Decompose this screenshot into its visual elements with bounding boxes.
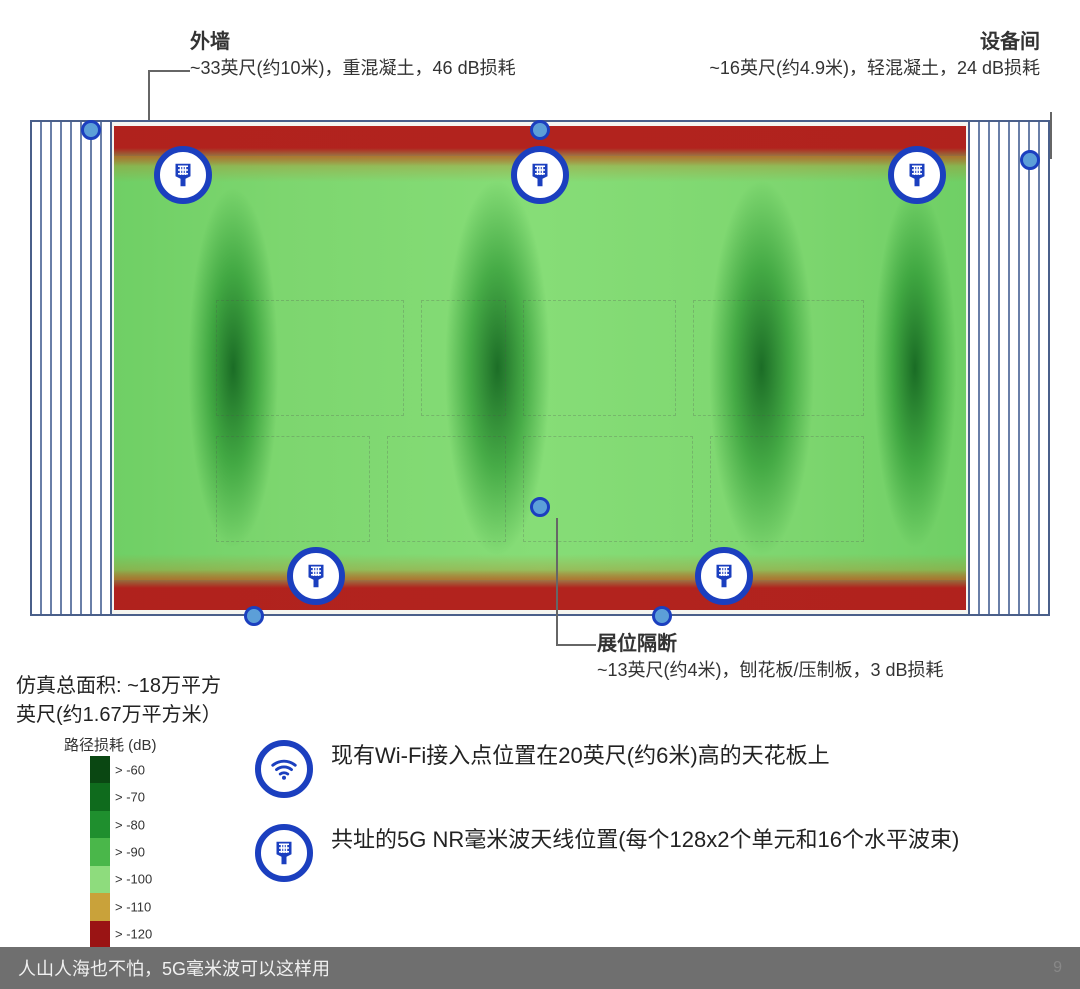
antenna-marker <box>695 547 753 605</box>
antenna-marker <box>888 146 946 204</box>
page-number: 9 <box>1053 959 1062 977</box>
wifi-dot-marker <box>1020 150 1040 170</box>
area-note-line1: 仿真总面积: ~18万平方 <box>16 672 222 701</box>
wifi-dot-marker <box>530 120 550 140</box>
wifi-dot-marker <box>81 120 101 140</box>
annotation-equipment-room-title: 设备间 <box>709 28 1040 56</box>
legend-swatch <box>90 838 110 865</box>
leader-booth-h <box>556 644 596 646</box>
annotation-booth-title: 展位隔断 <box>597 630 944 658</box>
booth-outline <box>710 436 863 542</box>
annotation-booth-desc: ~13英尺(约4米)，刨花板/压制板，3 dB损耗 <box>597 658 944 683</box>
legend-tick-label: > -90 <box>115 845 145 860</box>
legend-tick-label: > -120 <box>115 927 152 942</box>
footer-bar: 人山人海也不怕，5G毫米波可以这样用 <box>0 947 1080 989</box>
annotation-outer-wall: 外墙 ~33英尺(约10米)，重混凝土，46 dB损耗 <box>190 28 516 81</box>
legend-row-antenna: 共址的5G NR毫米波天线位置(每个128x2个单元和16个水平波束) <box>255 824 959 882</box>
legend-tick-label: > -110 <box>115 899 151 914</box>
legend-row-wifi: 现有Wi-Fi接入点位置在20英尺(约6米)高的天花板上 <box>255 740 830 798</box>
area-note-line2: 英尺(约1.67万平方米） <box>16 701 222 730</box>
leader-booth-v <box>556 518 558 646</box>
annotation-outer-wall-desc: ~33英尺(约10米)，重混凝土，46 dB损耗 <box>190 56 516 81</box>
area-note: 仿真总面积: ~18万平方 英尺(约1.67万平方米） <box>16 672 222 730</box>
legend-swatch <box>90 866 110 893</box>
wifi-dot-marker <box>244 606 264 626</box>
leader-outer-wall-h <box>150 70 190 72</box>
wifi-icon <box>255 740 313 798</box>
antenna-marker <box>154 146 212 204</box>
legend-swatch <box>90 756 110 783</box>
booth-outline <box>216 300 403 416</box>
legend-ramp <box>90 756 110 948</box>
annotation-equipment-room: 设备间 ~16英尺(约4.9米)，轻混凝土，24 dB损耗 <box>709 28 1040 81</box>
annotation-equipment-room-desc: ~16英尺(约4.9米)，轻混凝土，24 dB损耗 <box>709 56 1040 81</box>
legend-wifi-text: 现有Wi-Fi接入点位置在20英尺(约6米)高的天花板上 <box>331 740 830 772</box>
legend-title: 路径损耗 (dB) <box>64 734 157 755</box>
leader-equip-v <box>1050 112 1052 159</box>
legend-tick-label: > -60 <box>115 762 145 777</box>
wifi-dot-marker <box>530 497 550 517</box>
legend-swatch <box>90 811 110 838</box>
legend-swatch <box>90 783 110 810</box>
legend-tick-label: > -80 <box>115 817 145 832</box>
legend-tick-label: > -70 <box>115 790 145 805</box>
booth-outline <box>693 300 863 416</box>
leader-outer-wall-v <box>148 70 150 122</box>
antenna-marker <box>287 547 345 605</box>
legend-swatch <box>90 921 110 948</box>
legend-tick-label: > -100 <box>115 872 152 887</box>
antenna-marker <box>511 146 569 204</box>
booth-outline <box>523 436 693 542</box>
annotation-booth-partition: 展位隔断 ~13英尺(约4米)，刨花板/压制板，3 dB损耗 <box>597 630 944 683</box>
floorplan-right-wing <box>968 122 1048 614</box>
legend-swatch <box>90 893 110 920</box>
floorplan-left-wing <box>32 122 112 614</box>
booth-outline <box>523 300 676 416</box>
legend-antenna-text: 共址的5G NR毫米波天线位置(每个128x2个单元和16个水平波束) <box>331 824 959 856</box>
annotation-outer-wall-title: 外墙 <box>190 28 516 56</box>
booth-outline <box>216 436 369 542</box>
footer-text: 人山人海也不怕，5G毫米波可以这样用 <box>18 955 330 981</box>
antenna-icon <box>255 824 313 882</box>
booth-outline <box>387 436 506 542</box>
wifi-dot-marker <box>652 606 672 626</box>
booth-outline <box>421 300 506 416</box>
